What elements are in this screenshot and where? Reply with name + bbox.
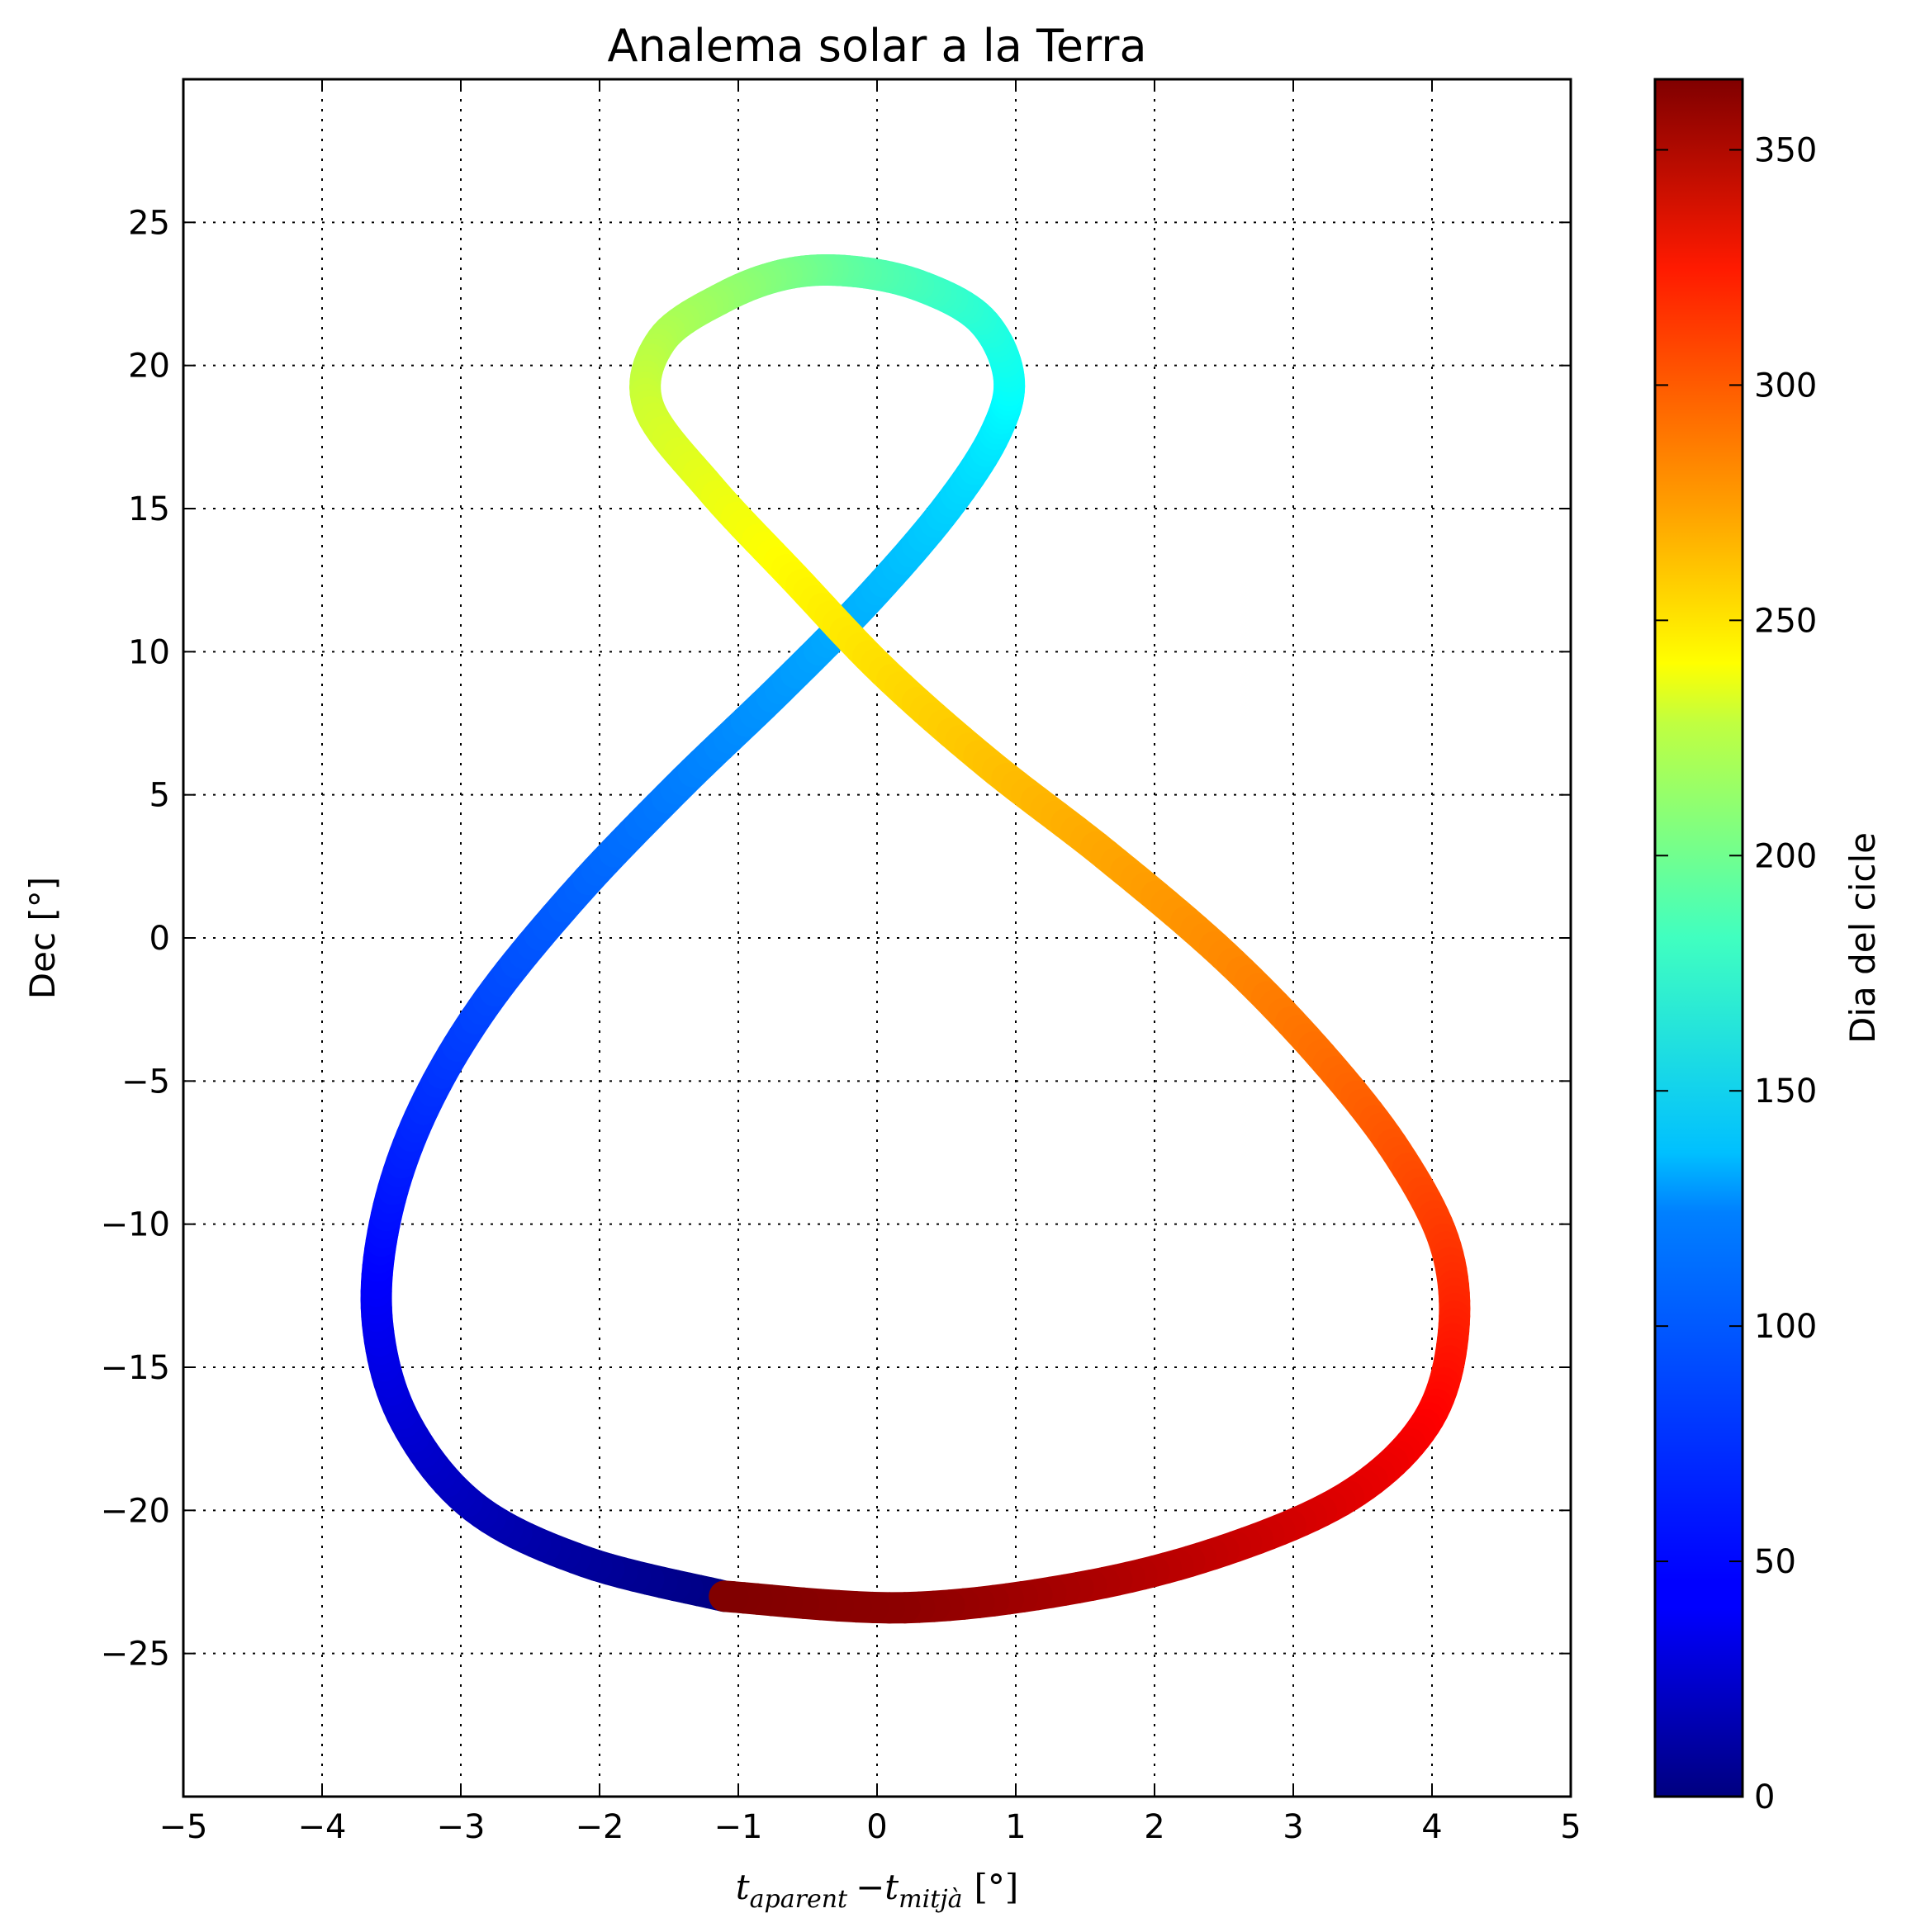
colorbar-tick-label: 150 (1754, 1073, 1817, 1110)
y-axis-ticks: −25 −20 −15 −10 −5 0 5 10 15 20 25 (101, 204, 1571, 1674)
colorbar-tick-label: 250 (1754, 602, 1817, 640)
y-tick-label: −15 (101, 1349, 170, 1387)
colorbar-label: Dia del cicle (1842, 832, 1883, 1044)
y-tick-label: 5 (149, 777, 170, 815)
colorbar-ticks: 0 50 100 150 200 250 300 350 (1655, 131, 1817, 1816)
colorbar (1653, 78, 1744, 1798)
analemma-curve (360, 253, 1471, 1624)
x-tick-label: −3 (437, 1808, 486, 1846)
colorbar-tick-label: 50 (1754, 1543, 1796, 1581)
y-tick-label: −20 (101, 1492, 170, 1530)
colorbar-tick-label: 350 (1754, 131, 1817, 169)
x-tick-label: 4 (1421, 1808, 1442, 1846)
y-tick-label: −25 (101, 1636, 170, 1674)
colorbar-tick-label: 300 (1754, 367, 1817, 405)
y-tick-label: −5 (121, 1063, 170, 1101)
curve-segment (709, 1580, 749, 1613)
x-axis-ticks: −5 −4 −3 −2 −1 0 1 2 3 4 5 (159, 79, 1581, 1846)
x-tick-label: −4 (298, 1808, 347, 1846)
y-tick-label: 15 (128, 490, 170, 528)
y-tick-label: 0 (149, 920, 170, 958)
y-tick-label: 10 (128, 633, 170, 671)
x-tick-label: −2 (576, 1808, 624, 1846)
y-tick-label: 25 (128, 204, 170, 242)
x-tick-label: 0 (866, 1808, 887, 1846)
colorbar-tick-label: 200 (1754, 837, 1817, 875)
x-tick-label: 5 (1560, 1808, 1581, 1846)
x-tick-label: 1 (1005, 1808, 1026, 1846)
x-tick-label: −1 (714, 1808, 763, 1846)
y-axis-label: Dec [°] (22, 877, 63, 999)
x-tick-label: 3 (1283, 1808, 1303, 1846)
x-axis-label: taparent −tmitjà [°] (736, 1867, 1019, 1914)
y-tick-label: 20 (128, 348, 170, 386)
chart-title: Analema solar a la Terra (607, 20, 1146, 72)
colorbar-tick-label: 100 (1754, 1308, 1817, 1346)
colorbar-tick-label: 0 (1754, 1778, 1775, 1816)
x-tick-label: 2 (1144, 1808, 1164, 1846)
y-tick-label: −10 (101, 1206, 170, 1244)
x-tick-label: −5 (159, 1808, 208, 1846)
grid-lines (183, 79, 1571, 1797)
